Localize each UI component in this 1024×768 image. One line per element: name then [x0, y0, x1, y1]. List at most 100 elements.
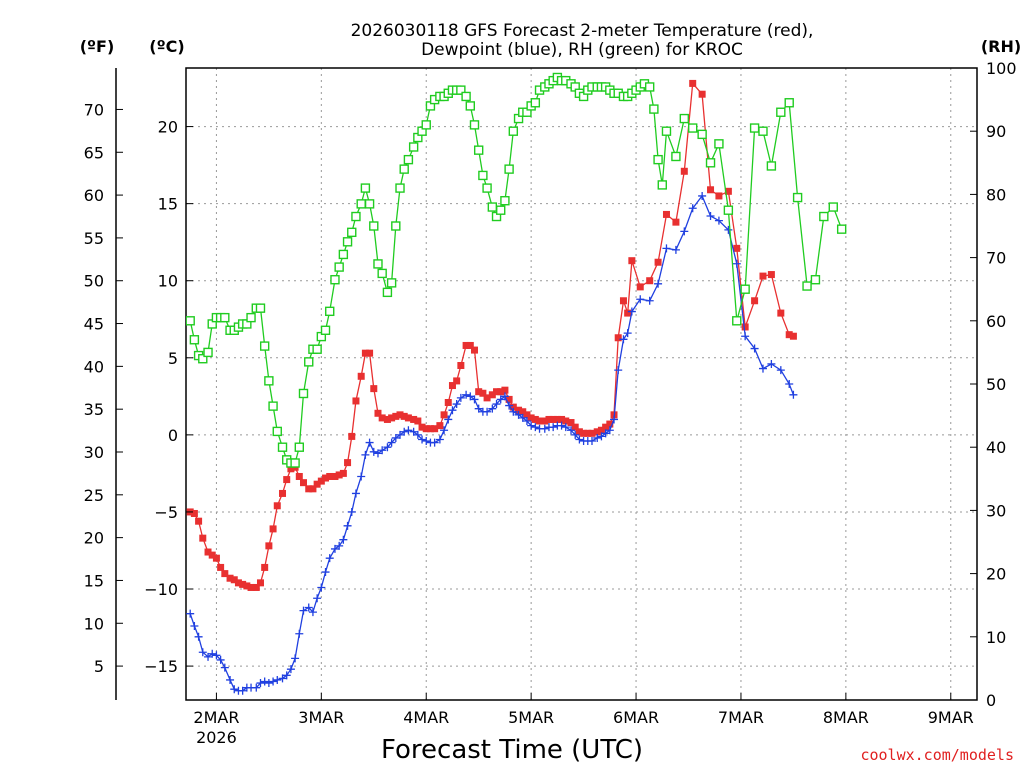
celsius-tick-label: 20: [158, 118, 178, 137]
rh-point: [186, 316, 195, 326]
dewpoint-point: [627, 307, 636, 316]
rh-point: [220, 312, 230, 323]
dewpoint-point: [383, 443, 392, 452]
rh-point: [320, 325, 331, 335]
dewpoint-point: [444, 415, 453, 424]
rh-point: [688, 123, 698, 133]
temperature-point: [287, 465, 295, 473]
temperature-point: [523, 411, 531, 419]
dewpoint-point: [325, 554, 334, 563]
rh-point: [456, 85, 466, 95]
temperature-point: [497, 388, 505, 396]
dewpoint-point: [317, 583, 326, 592]
dewpoint-point: [531, 423, 540, 432]
temperature-point: [785, 331, 793, 339]
temperature-point: [204, 548, 212, 556]
temperature-point: [614, 334, 622, 342]
temperature-point: [509, 403, 517, 411]
dewpoint-point: [198, 648, 207, 657]
dewpoint-point: [456, 393, 465, 402]
temperature-point: [519, 408, 527, 416]
temperature-point: [479, 389, 487, 397]
rh-point: [657, 180, 667, 190]
rh-tick-label: 30: [986, 501, 1006, 520]
rh-line: [189, 76, 843, 464]
temperature-point: [309, 485, 317, 493]
rh-series: [186, 72, 847, 468]
temperature-point: [628, 257, 636, 265]
rh-point: [714, 139, 724, 149]
temperature-point: [672, 218, 680, 226]
dewpoint-point: [789, 390, 798, 399]
temperature-point: [212, 554, 220, 562]
dewpoint-point: [404, 426, 413, 435]
temperature-point: [584, 429, 592, 437]
temperature-point: [352, 397, 360, 405]
rh-point: [469, 120, 480, 130]
temperature-point: [588, 429, 596, 437]
rh-point: [421, 120, 431, 130]
dewpoint-point: [561, 423, 570, 432]
dewpoint-point: [282, 671, 291, 680]
dewpoint-point: [527, 421, 536, 430]
rh-point: [819, 211, 829, 222]
dewpoint-point: [741, 332, 750, 341]
dewpoint-point: [299, 606, 308, 615]
temperature-point: [571, 423, 579, 431]
fahrenheit-tick-label: 5: [94, 657, 104, 676]
dewpoint-point: [260, 677, 269, 686]
rh-point: [399, 164, 409, 174]
rh-point: [661, 126, 672, 136]
temperature-point: [243, 582, 251, 590]
temperature-point: [331, 472, 339, 480]
rh-point: [272, 426, 282, 437]
rh-point: [496, 205, 506, 215]
rh-point: [277, 442, 288, 452]
rh-tick-label: 0: [986, 691, 996, 710]
celsius-tick-label: −10: [144, 580, 178, 599]
dewpoint-point: [378, 446, 387, 455]
dewpoint-point: [587, 437, 596, 446]
temperature-point: [261, 563, 269, 571]
temperature-point: [536, 417, 544, 425]
dewpoint-point: [492, 400, 501, 409]
temperature-point: [488, 391, 496, 399]
x-tick-label: 5MAR: [508, 708, 554, 727]
celsius-tick-label: −15: [144, 657, 178, 676]
rh-tick-label: 100: [986, 59, 1017, 78]
rh-point: [373, 259, 383, 269]
dewpoint-point: [514, 410, 523, 419]
dewpoint-point: [204, 652, 213, 661]
x-axis-title: Forecast Time (UTC): [381, 735, 643, 765]
fahrenheit-tick-label: 40: [84, 357, 104, 376]
rh-point: [530, 98, 541, 108]
temperature-point: [724, 187, 732, 195]
rh-point: [465, 101, 475, 111]
fahrenheit-tick-label: 60: [84, 186, 104, 205]
rh-point: [330, 275, 340, 285]
dewpoint-point: [304, 603, 313, 612]
temperature-point: [317, 477, 325, 485]
dewpoint-point: [505, 401, 514, 410]
dewpoint-point: [396, 430, 405, 439]
temperature-point: [501, 386, 509, 394]
dewpoint-point: [269, 677, 278, 686]
rh-tick-label: 10: [986, 628, 1006, 647]
temperature-point: [426, 425, 434, 433]
rh-unit-label: (RH): [981, 37, 1021, 56]
temperature-point: [265, 542, 273, 550]
fahrenheit-tick-label: 20: [84, 529, 104, 548]
dewpoint-point: [776, 366, 785, 375]
temperature-point: [593, 428, 601, 436]
fahrenheit-tick-label: 30: [84, 443, 104, 462]
temperature-point: [410, 415, 418, 423]
rh-point: [649, 104, 659, 114]
temperature-point: [680, 167, 688, 175]
temperature-point: [414, 417, 422, 425]
x-tick-label: 6MAR: [613, 708, 659, 727]
dewpoint-point: [230, 685, 239, 694]
temperature-point: [698, 90, 706, 98]
rh-point: [364, 199, 375, 209]
dewpoint-point: [724, 225, 733, 234]
